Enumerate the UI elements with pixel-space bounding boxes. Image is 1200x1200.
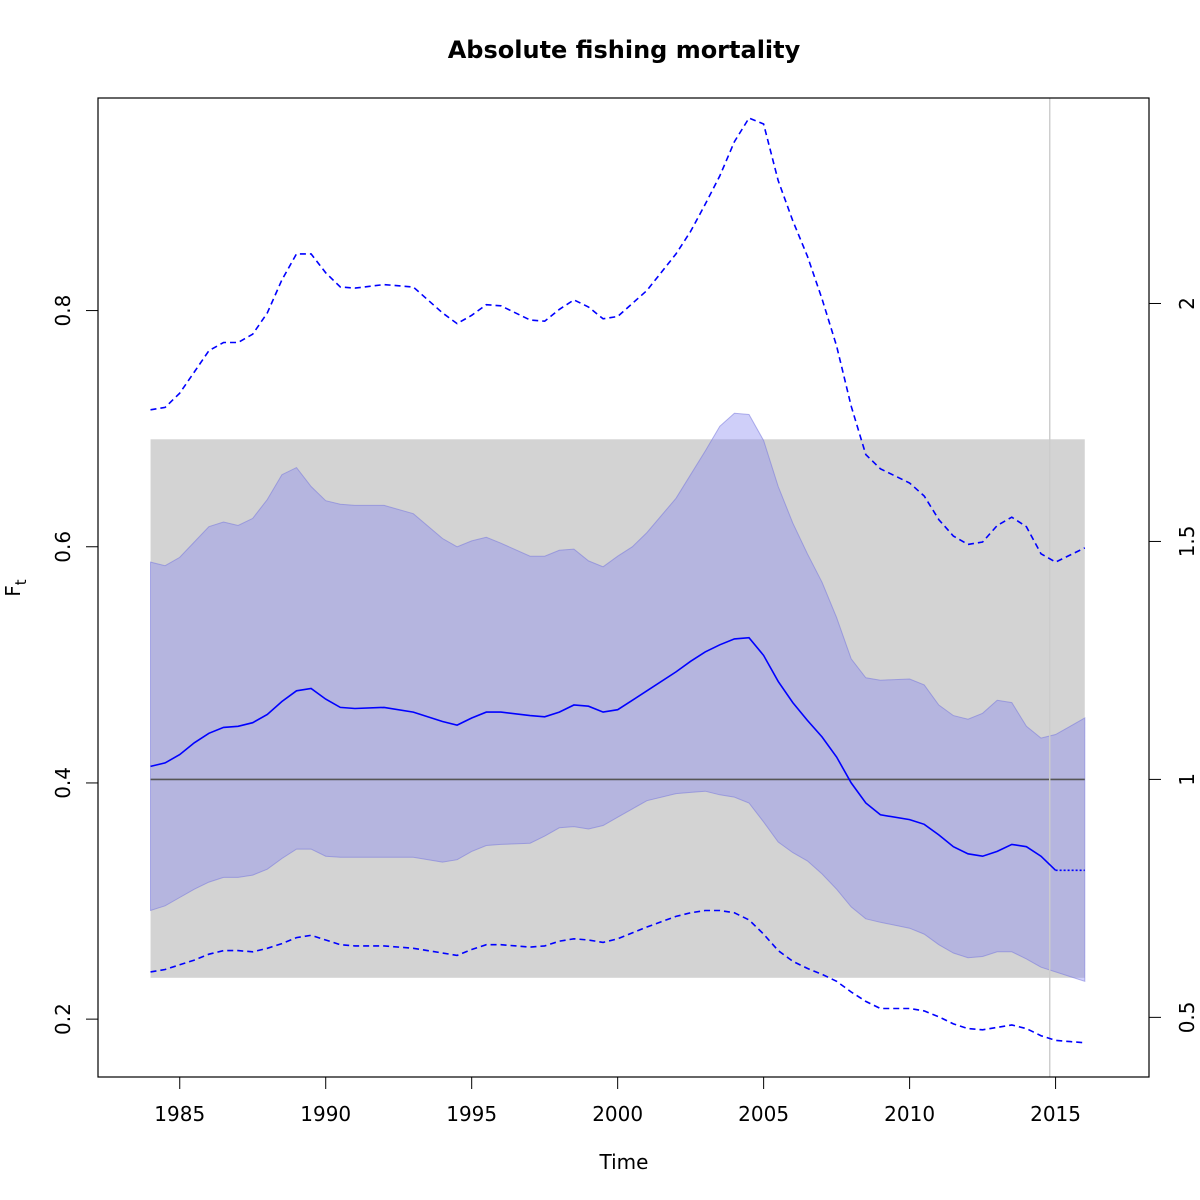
- y-right-tick-label: 1.5: [1175, 525, 1199, 557]
- x-tick-label: 2010: [884, 1102, 935, 1126]
- y-tick-label: 0.6: [51, 531, 75, 563]
- estimate-line: [150, 636, 1057, 871]
- y-axis-label: Ft: [1, 579, 30, 597]
- y-right-tick-label: 1: [1175, 773, 1199, 786]
- y-tick-label: 0.2: [51, 1003, 75, 1035]
- x-tick-label: 1985: [154, 1102, 205, 1126]
- plot-area: [150, 98, 1086, 1077]
- x-tick-label: 1990: [300, 1102, 351, 1126]
- confidence-band: [150, 412, 1086, 982]
- y-axis-label-subscript: t: [12, 579, 30, 585]
- x-axis-label: Time: [599, 1150, 649, 1174]
- y-tick-label: 0.8: [51, 295, 75, 327]
- y-axis-label-main: F: [1, 585, 25, 597]
- y-axis: 0.2 0.4 0.6 0.8: [51, 295, 98, 1035]
- ci-lower-line: [150, 909, 1085, 1044]
- x-tick-label: 2005: [738, 1102, 789, 1126]
- y-tick-label: 0.4: [51, 767, 75, 799]
- y-right-tick-label: 2: [1175, 297, 1199, 310]
- x-axis: 1985 1990 1995 2000 2005 2010 2015: [154, 1076, 1081, 1126]
- reference-band: [150, 439, 1085, 978]
- y-right-tick-label: 0.5: [1175, 1001, 1199, 1033]
- chart-title: Absolute fishing mortality: [448, 36, 801, 64]
- x-tick-label: 2015: [1030, 1102, 1081, 1126]
- x-tick-label: 1995: [446, 1102, 497, 1126]
- x-tick-label: 2000: [592, 1102, 643, 1126]
- y-axis-right: 0.5 1 1.5 2: [1149, 297, 1199, 1033]
